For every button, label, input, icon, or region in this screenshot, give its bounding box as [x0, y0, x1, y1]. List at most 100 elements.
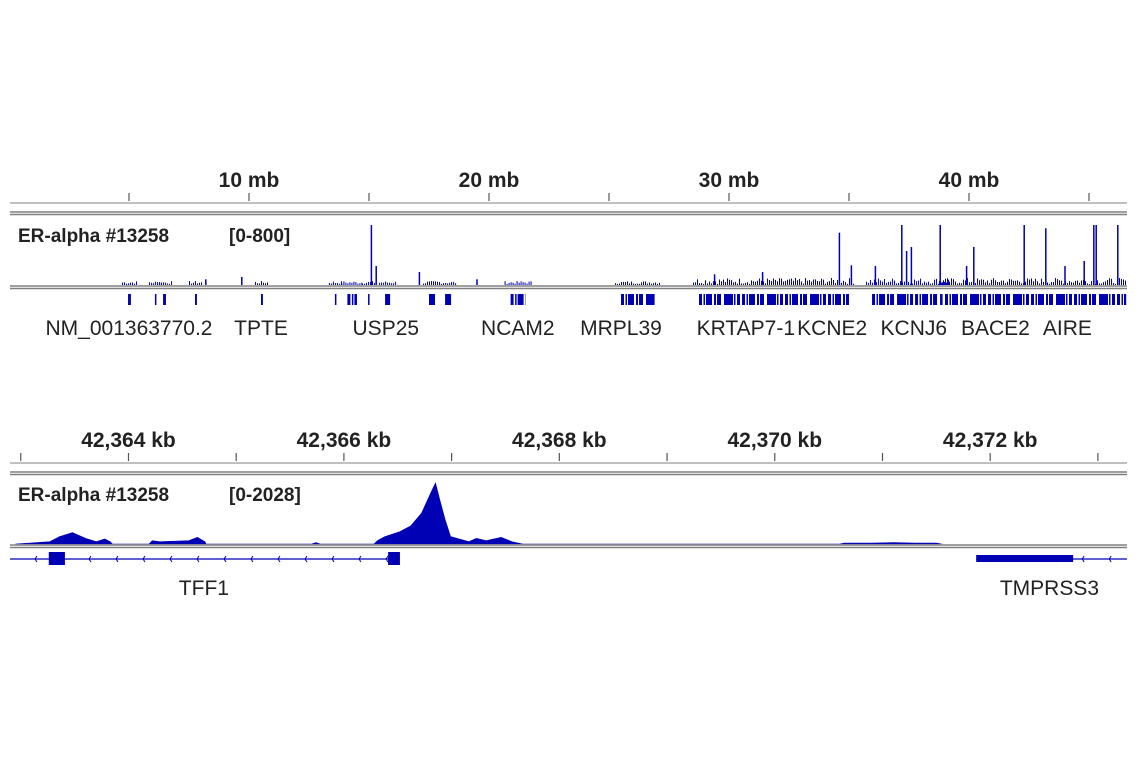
gene-label: TFF1	[179, 577, 229, 600]
signal-bar	[1003, 280, 1004, 285]
signal-bar	[707, 283, 708, 285]
signal-bar	[431, 281, 432, 285]
signal-bar	[659, 282, 660, 285]
strand-arrow-icon	[358, 555, 362, 563]
gene-label: NCAM2	[481, 317, 555, 340]
signal-bar	[823, 279, 824, 285]
signal-bar	[749, 283, 750, 285]
signal-peak	[905, 251, 908, 285]
gene-feature	[897, 294, 907, 305]
signal-bar	[924, 281, 926, 285]
gene-feature	[334, 294, 337, 305]
signal-bar	[1091, 281, 1092, 285]
signal-bar	[643, 281, 644, 285]
signal-bar	[338, 283, 340, 285]
signal-bar	[983, 279, 984, 285]
signal-bar	[703, 283, 704, 285]
signal-bar	[387, 282, 389, 285]
signal-bar	[701, 283, 702, 285]
signal-bar	[949, 281, 950, 285]
signal-bar	[619, 283, 620, 285]
gene-feature	[1013, 294, 1022, 305]
signal-bar	[727, 278, 728, 285]
signal-bar	[1079, 282, 1080, 285]
gene-feature	[354, 294, 357, 305]
signal-bar	[389, 282, 391, 285]
signal-bar	[524, 282, 526, 285]
gene-feature	[724, 294, 733, 305]
signal-bar	[721, 281, 722, 285]
signal-bar	[993, 278, 994, 285]
gene-feature	[714, 294, 716, 305]
signal-bar	[989, 283, 990, 285]
signal-bar	[719, 279, 720, 285]
signal-bar	[1059, 280, 1060, 285]
signal-bar	[910, 283, 912, 285]
gene-feature	[1006, 294, 1010, 305]
signal-bar	[971, 281, 972, 285]
signal-bar	[341, 283, 343, 285]
tick-label: 42,370 kb	[727, 429, 822, 452]
signal-bar	[518, 282, 520, 285]
gene-label: AIRE	[1043, 317, 1092, 340]
signal-bar	[815, 279, 816, 285]
gene-feature	[1081, 294, 1087, 305]
signal-bar	[1115, 283, 1116, 285]
signal-bar	[1055, 278, 1056, 285]
track-name: ER-alpha #13258	[18, 226, 169, 247]
signal-bar	[747, 282, 748, 285]
signal-bar	[944, 281, 946, 285]
signal-bar	[165, 282, 167, 285]
gene-feature	[746, 294, 748, 305]
strand-arrow-icon	[1108, 555, 1112, 563]
signal-bar	[1027, 278, 1028, 285]
signal-peak	[1117, 225, 1119, 285]
gene-feature	[919, 294, 922, 305]
gene-feature	[734, 294, 736, 305]
signal-bar	[455, 283, 457, 285]
signal-bar	[163, 282, 165, 285]
signal-bar	[963, 279, 964, 285]
gene-feature	[1112, 294, 1115, 305]
gene-feature	[445, 294, 452, 305]
signal-bar	[1053, 281, 1054, 285]
signal-bar	[793, 280, 794, 285]
signal-bar	[528, 281, 530, 285]
signal-bar	[150, 282, 152, 285]
signal-bar	[639, 283, 640, 285]
signal-bar	[731, 280, 732, 285]
signal-bar	[1123, 279, 1124, 285]
gene-feature	[1049, 294, 1053, 305]
gene-feature	[636, 294, 638, 305]
signal-peak	[1045, 228, 1047, 285]
signal-bar	[831, 278, 832, 285]
signal-bar	[263, 282, 264, 285]
signal-bar	[914, 279, 916, 285]
signal-bar	[829, 281, 830, 285]
signal-bar	[1007, 281, 1008, 285]
gene-feature	[749, 294, 755, 305]
signal-bar	[733, 282, 734, 285]
gene-label: MRPL39	[580, 317, 662, 340]
signal-bar	[516, 281, 518, 285]
signal-peak	[910, 246, 913, 285]
signal-bar	[795, 278, 796, 285]
gene-track: TFF1 TMPRSS3	[10, 552, 1127, 600]
signal-track: ER-alpha #13258 [0-800]	[10, 211, 1127, 290]
signal-bar	[1047, 282, 1048, 285]
signal-bar	[763, 281, 764, 285]
signal-bar	[1085, 281, 1086, 285]
gene-feature	[907, 294, 909, 305]
gene-feature	[1026, 294, 1029, 305]
gene-feature	[777, 294, 779, 305]
signal-bar	[725, 281, 726, 285]
gene-feature	[988, 294, 991, 305]
signal-bar	[265, 283, 266, 285]
gene-feature	[515, 294, 517, 305]
signal-bar	[900, 281, 902, 285]
signal-bar	[128, 283, 130, 285]
signal-peak	[939, 225, 941, 285]
signal-bar	[739, 278, 740, 285]
signal-bar	[512, 282, 514, 285]
signal-bar	[649, 282, 650, 285]
